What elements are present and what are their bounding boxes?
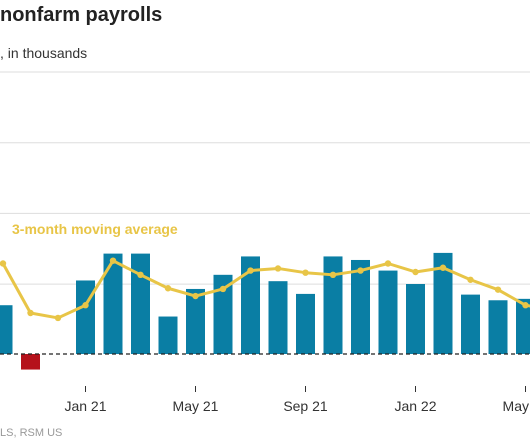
x-tick-label: May 22 <box>503 398 530 414</box>
x-tick-label: Sep 21 <box>283 398 328 414</box>
moving-average-point <box>329 271 337 279</box>
moving-average-point <box>412 268 419 276</box>
bar-nov-21 <box>351 259 370 354</box>
x-axis-ticks: Jan 21 May 21 Sep 21 Jan 22 May 22 <box>64 386 530 414</box>
moving-average-point <box>247 267 254 274</box>
moving-average-point <box>357 267 364 274</box>
bar-may-22 <box>516 298 530 354</box>
bar-jun-21 <box>213 274 233 354</box>
moving-average-point <box>494 286 502 293</box>
x-tick-label: Jan 21 <box>64 398 106 414</box>
x-tick-label: Jan 22 <box>394 398 436 414</box>
moving-average-point <box>27 309 34 317</box>
bar-apr-21 <box>158 316 178 354</box>
moving-average-point <box>82 302 89 309</box>
moving-average-point <box>384 260 392 267</box>
moving-average-point <box>54 314 62 322</box>
moving-average-label: 3-month moving average <box>12 221 178 237</box>
moving-average-point <box>274 265 282 272</box>
bar-jan-21 <box>76 280 95 354</box>
payroll-bars <box>0 252 530 370</box>
bar-nov-20 <box>21 354 40 370</box>
moving-average-point <box>0 260 7 267</box>
moving-average-series <box>0 257 530 322</box>
bar-sep-21 <box>296 293 315 354</box>
moving-average-point <box>192 292 199 300</box>
bar-feb-22 <box>433 252 453 354</box>
bar-jan-22 <box>406 284 425 354</box>
chart-subtitle: , in thousands <box>0 45 88 61</box>
moving-average-point <box>137 271 144 279</box>
bar-may-21 <box>186 288 205 354</box>
moving-average-point <box>109 257 117 264</box>
bar-mar-22 <box>461 294 480 354</box>
bar-feb-21 <box>103 253 123 354</box>
moving-average-point <box>164 285 172 292</box>
moving-average-point <box>467 276 474 283</box>
moving-average-point <box>439 264 447 271</box>
bar-jul-21 <box>241 256 260 354</box>
moving-average-point <box>219 285 227 293</box>
chart-title: nonfarm payrolls <box>0 4 163 26</box>
bar-mar-21 <box>131 253 150 354</box>
bar-aug-21 <box>268 281 288 354</box>
bar-dec-21 <box>378 270 398 354</box>
bar-oct-20 <box>0 305 13 354</box>
moving-average-point <box>302 269 309 276</box>
x-tick-label: May 21 <box>173 398 219 414</box>
gridlines <box>0 71 530 285</box>
moving-average-point <box>522 302 529 309</box>
bar-apr-22 <box>488 300 508 354</box>
source-note: LS, RSM US <box>0 427 63 439</box>
bar-oct-21 <box>323 256 343 354</box>
